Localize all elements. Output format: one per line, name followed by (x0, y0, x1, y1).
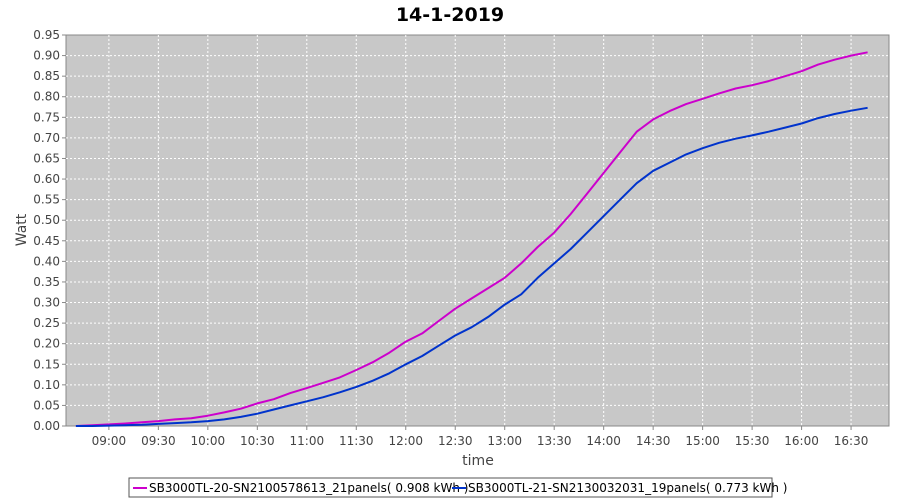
x-tick-label: 10:30 (240, 434, 275, 448)
x-axis-ticks: 09:00 09:30 10:00 10:30 11:00 11:30 12:00 12:30… (92, 426, 869, 448)
y-tick-label: 0.95 (33, 28, 60, 42)
x-tick-label: 15:00 (685, 434, 720, 448)
chart-title: 14-1-2019 (396, 4, 504, 26)
x-tick-label: 14:00 (586, 434, 621, 448)
legend-label-series-2: SB3000TL-21-SN2130032031_19panels( 0.773… (468, 481, 787, 495)
x-tick-label: 16:00 (784, 434, 819, 448)
y-tick-label: 0.70 (33, 131, 60, 145)
x-tick-label: 14:30 (636, 434, 671, 448)
x-tick-label: 09:00 (92, 434, 127, 448)
legend: SB3000TL-20-SN2100578613_21panels( 0.908… (128, 477, 787, 498)
x-tick-label: 12:00 (388, 434, 423, 448)
x-tick-label: 16:30 (834, 434, 869, 448)
series-line-2 (75, 106, 868, 427)
y-tick-label: 0.85 (33, 69, 60, 83)
y-tick-label: 0.50 (33, 213, 60, 227)
x-tick-label: 11:30 (339, 434, 374, 448)
y-tick-label: 0.15 (33, 357, 60, 371)
legend-label-series-1: SB3000TL-20-SN2100578613_21panels( 0.908… (149, 481, 468, 495)
y-tick-label: 0.00 (33, 419, 60, 433)
x-tick-label: 15:30 (735, 434, 770, 448)
series-lines (75, 51, 868, 427)
y-axis-label: Watt (14, 213, 30, 246)
y-tick-label: 0.80 (33, 90, 60, 104)
y-tick-label: 0.45 (33, 234, 60, 248)
y-axis-ticks: 0.00 0.05 0.10 0.15 0.20 0.25 0.30 0.35 0.40 0.45… (33, 28, 66, 433)
grid-lines (66, 35, 889, 426)
x-tick-label: 13:30 (537, 434, 572, 448)
y-tick-label: 0.55 (33, 193, 60, 207)
x-tick-label: 13:00 (487, 434, 522, 448)
x-axis-label: time (462, 453, 494, 469)
y-tick-label: 0.35 (33, 275, 60, 289)
y-tick-label: 0.40 (33, 254, 60, 268)
y-tick-label: 0.90 (33, 49, 60, 63)
x-tick-label: 09:30 (141, 434, 176, 448)
series-line-1 (75, 51, 868, 427)
x-tick-label: 12:30 (438, 434, 473, 448)
y-tick-label: 0.20 (33, 337, 60, 351)
legend-box (128, 477, 773, 498)
plot-area (65, 34, 890, 427)
y-tick-label: 0.25 (33, 316, 60, 330)
y-tick-label: 0.10 (33, 378, 60, 392)
y-tick-label: 0.30 (33, 296, 60, 310)
x-tick-label: 10:00 (191, 434, 226, 448)
y-tick-label: 0.60 (33, 172, 60, 186)
y-tick-label: 0.65 (33, 151, 60, 165)
y-tick-label: 0.05 (33, 398, 60, 412)
x-tick-label: 11:00 (290, 434, 325, 448)
y-tick-label: 0.75 (33, 110, 60, 124)
